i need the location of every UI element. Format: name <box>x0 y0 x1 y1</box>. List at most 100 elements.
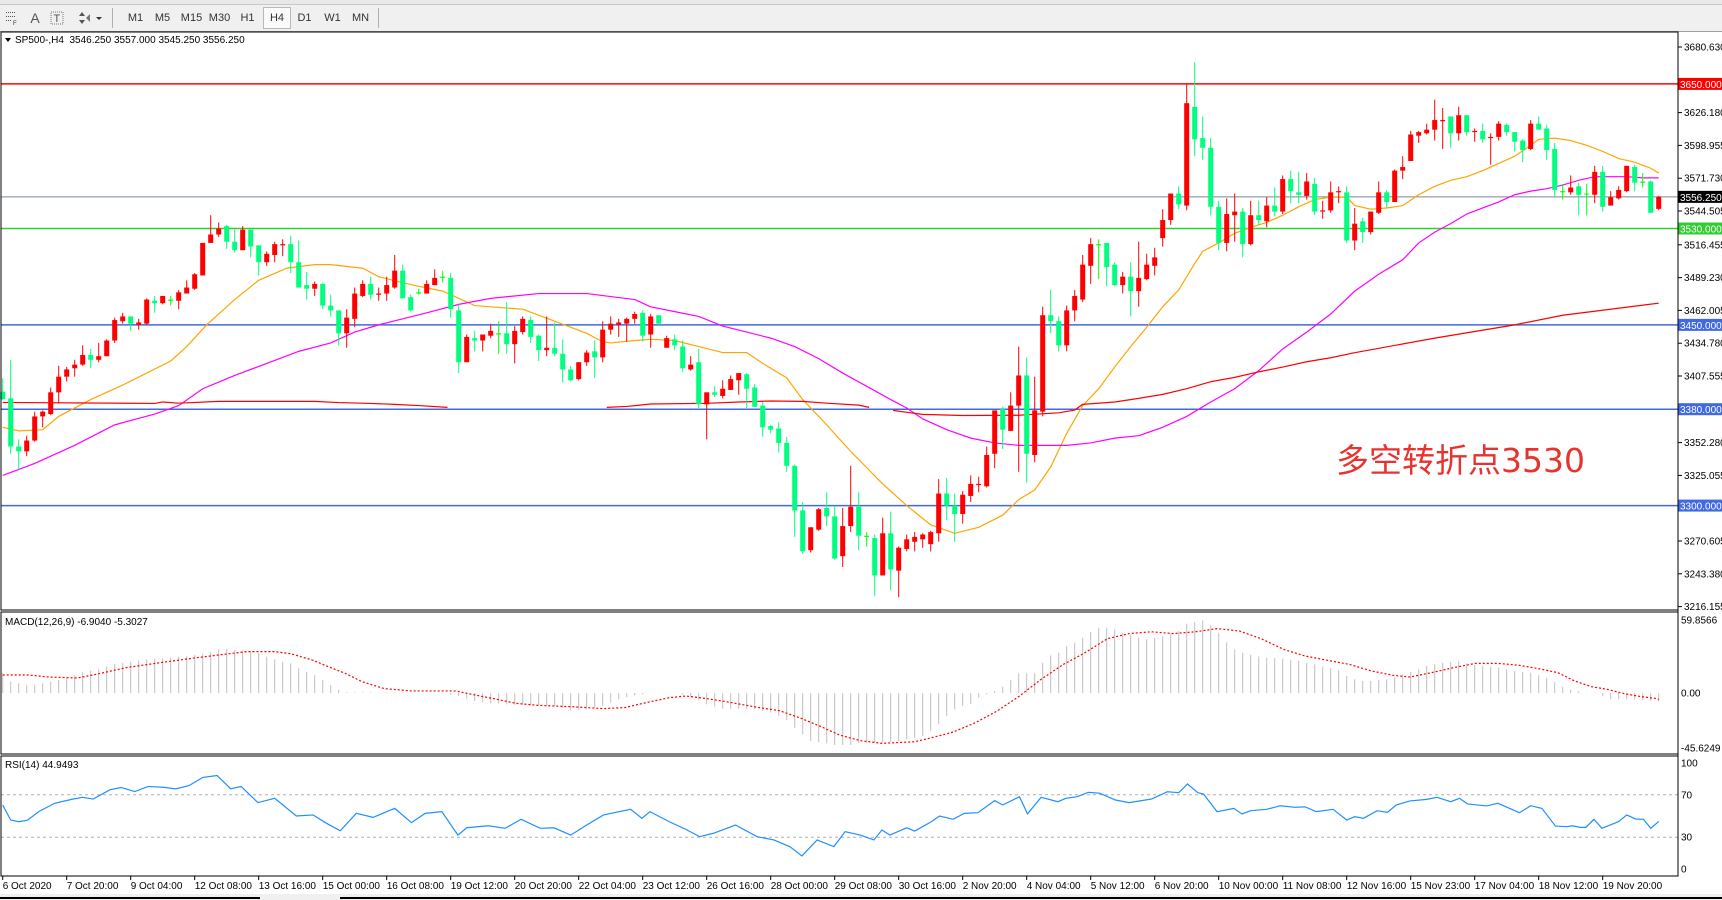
candle-body <box>1176 193 1182 205</box>
candle-body <box>1432 120 1438 130</box>
timeframe-m15[interactable]: M15 <box>180 12 203 24</box>
svg-text:F: F <box>13 21 17 26</box>
bid-tag-label: 3556.250 <box>1680 193 1722 204</box>
candle <box>48 387 54 416</box>
candle <box>328 294 334 317</box>
candle <box>264 251 270 266</box>
candle-body <box>1224 214 1230 243</box>
level-tag-label: 3650.000 <box>1680 80 1722 91</box>
candle <box>1032 376 1038 463</box>
candle <box>544 316 550 357</box>
candle <box>1504 123 1510 136</box>
candle <box>1584 183 1590 216</box>
candle-body <box>664 338 670 348</box>
candle-body <box>1592 171 1598 195</box>
candle <box>1240 207 1246 258</box>
candle <box>1040 306 1046 417</box>
candle-body <box>408 297 414 311</box>
macd-scale-label: -45.6249 <box>1681 744 1721 755</box>
level-tag-label: 3300.000 <box>1680 502 1722 513</box>
symbol-header[interactable]: SP500-,H4 3546.250 3557.000 3545.250 355… <box>5 35 245 46</box>
timeframe-m1[interactable]: M1 <box>127 12 144 24</box>
candle-body <box>920 534 926 540</box>
candle-body <box>704 392 710 405</box>
candle-body <box>232 241 238 251</box>
candle-body <box>896 547 902 571</box>
candle <box>1112 262 1118 287</box>
candle-body <box>768 426 774 430</box>
collapse-triangle-icon[interactable] <box>5 38 11 42</box>
candle <box>504 301 510 354</box>
time-axis: 6 Oct 2020 7 Oct 20:00 9 Oct 04:00 12 Oct 0… <box>0 876 1722 900</box>
candle <box>144 298 150 325</box>
candle <box>304 271 310 300</box>
candle-body <box>104 340 110 357</box>
time-tick-label: 13 Oct 16:00 <box>259 881 317 892</box>
candle-body <box>1296 192 1302 195</box>
candle <box>1208 138 1214 216</box>
candle <box>968 475 974 502</box>
candle <box>280 239 286 257</box>
candle <box>1096 239 1102 280</box>
candle <box>400 264 406 299</box>
candle-body <box>288 244 294 263</box>
candle-body <box>1112 264 1118 286</box>
candle <box>600 321 606 363</box>
candle <box>736 373 742 395</box>
timeframe-w1[interactable]: W1 <box>324 12 341 24</box>
candle-body <box>928 532 934 545</box>
candle-body <box>176 292 182 301</box>
candle <box>832 505 838 560</box>
candle <box>392 254 398 289</box>
timeframe-h1[interactable]: H1 <box>240 12 255 24</box>
candle-body <box>672 339 678 346</box>
candle <box>1392 169 1398 202</box>
level-tag <box>1678 318 1722 331</box>
candle-body <box>912 536 918 542</box>
candle <box>1496 121 1502 141</box>
candle <box>1136 241 1142 307</box>
text-label-icon[interactable]: T <box>46 7 68 29</box>
candle-body <box>584 352 590 363</box>
candle-body <box>312 283 318 289</box>
time-tick-label: 15 Nov 23:00 <box>1411 881 1471 892</box>
candle <box>232 229 238 253</box>
timeframe-d1[interactable]: D1 <box>297 12 312 24</box>
grid-icon[interactable]: F <box>2 7 24 29</box>
candle-body <box>1304 181 1310 196</box>
price-tick-label: 3544.505 <box>1684 207 1722 218</box>
candle-body <box>184 287 190 294</box>
candle <box>1080 254 1086 302</box>
arrows-icon[interactable] <box>76 7 104 29</box>
text-icon[interactable]: A <box>30 10 40 26</box>
candle <box>792 464 798 537</box>
timeframe-h4[interactable]: H4 <box>263 7 291 29</box>
candle-body <box>224 226 230 242</box>
candle <box>1448 116 1454 148</box>
time-tick-label: 23 Oct 12:00 <box>643 881 701 892</box>
candle-body <box>1192 106 1198 140</box>
candle-body <box>80 354 86 365</box>
candle <box>320 282 326 310</box>
time-tick-label: 30 Oct 16:00 <box>899 881 957 892</box>
candle <box>528 316 534 343</box>
candle <box>512 326 518 364</box>
timeframe-mn[interactable]: MN <box>351 12 370 24</box>
timeframe-m30[interactable]: M30 <box>208 12 231 24</box>
candle-body <box>848 506 854 527</box>
candle-body <box>1544 128 1550 151</box>
time-tick-label: 29 Oct 08:00 <box>835 881 893 892</box>
candle <box>1528 120 1534 151</box>
pane-frames <box>0 31 1679 877</box>
candle-body <box>760 405 766 428</box>
candle-body <box>1032 410 1038 455</box>
level-tag-label: 3450.000 <box>1680 321 1722 332</box>
candle-body <box>1128 276 1134 292</box>
candle-body <box>1120 276 1126 286</box>
timeframe-m5[interactable]: M5 <box>154 12 171 24</box>
candle-body <box>352 293 358 319</box>
candle-body <box>504 333 510 345</box>
candle-body <box>640 312 646 336</box>
candle <box>184 280 190 294</box>
